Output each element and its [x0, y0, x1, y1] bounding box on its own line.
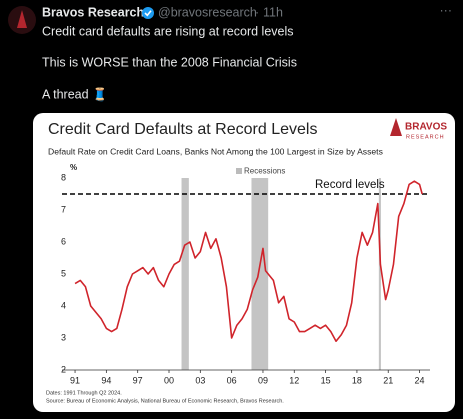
footnote: Dates: 1991 Through Q2 2024. [46, 390, 122, 396]
x-tick-label: 12 [289, 375, 299, 385]
avatar-logo [17, 10, 27, 28]
tweet-line: This is WORSE than the 2008 Financial Cr… [42, 55, 297, 69]
logo-sub: RESEARCH [406, 134, 445, 140]
chart-subtitle: Default Rate on Credit Card Loans, Banks… [48, 146, 383, 156]
x-tick-label: 21 [383, 375, 393, 385]
y-tick-label: 7 [61, 204, 66, 214]
tweet-line: A thread 🧵 [42, 86, 108, 102]
verified-check [144, 10, 152, 17]
handle[interactable]: @bravosresearch [158, 5, 257, 19]
x-tick-label: 18 [352, 375, 362, 385]
y-tick-label: 8 [61, 172, 66, 182]
x-tick-label: 06 [227, 375, 237, 385]
logo-icon [390, 118, 402, 136]
more-button[interactable]: ··· [440, 3, 453, 17]
legend-label: Recessions [244, 167, 285, 176]
logo-name: BRAVOS [405, 122, 447, 133]
x-tick-label: 94 [101, 375, 111, 385]
record-label: Record levels [315, 179, 385, 191]
x-tick-label: 91 [70, 375, 80, 385]
x-tick-label: 00 [164, 375, 174, 385]
y-unit: % [70, 163, 77, 172]
separator: · [255, 5, 259, 19]
plot: 2 3 4 5 6 7 8 91 94 97 00 03 06 09 12 15 18 21 24 Record le… [61, 172, 430, 385]
x-tick-label: 09 [258, 375, 268, 385]
y-tick-label: 3 [61, 332, 66, 342]
legend-swatch [236, 168, 242, 174]
time[interactable]: 11h [263, 5, 283, 19]
verified-badge [142, 7, 154, 19]
chart-card[interactable] [33, 113, 455, 412]
y-tick-label: 4 [61, 300, 66, 310]
x-tick-label: 15 [321, 375, 331, 385]
recession-band [378, 178, 381, 370]
footnote: Source: Bureau of Economic Analysis, Nat… [46, 398, 284, 404]
recession-band [251, 178, 269, 370]
recession-band [181, 178, 189, 370]
chart-title: Credit Card Defaults at Record Levels [48, 121, 317, 138]
author-name[interactable]: Bravos Research [42, 5, 144, 19]
y-tick-label: 6 [61, 236, 66, 246]
tweet-line: Credit card defaults are rising at recor… [42, 24, 294, 38]
x-tick-label: 97 [133, 375, 143, 385]
x-tick-label: 24 [415, 375, 425, 385]
default-rate-line [74, 180, 423, 342]
x-tick-label: 03 [195, 375, 205, 385]
y-tick-label: 2 [61, 364, 66, 374]
y-tick-label: 5 [61, 268, 66, 278]
